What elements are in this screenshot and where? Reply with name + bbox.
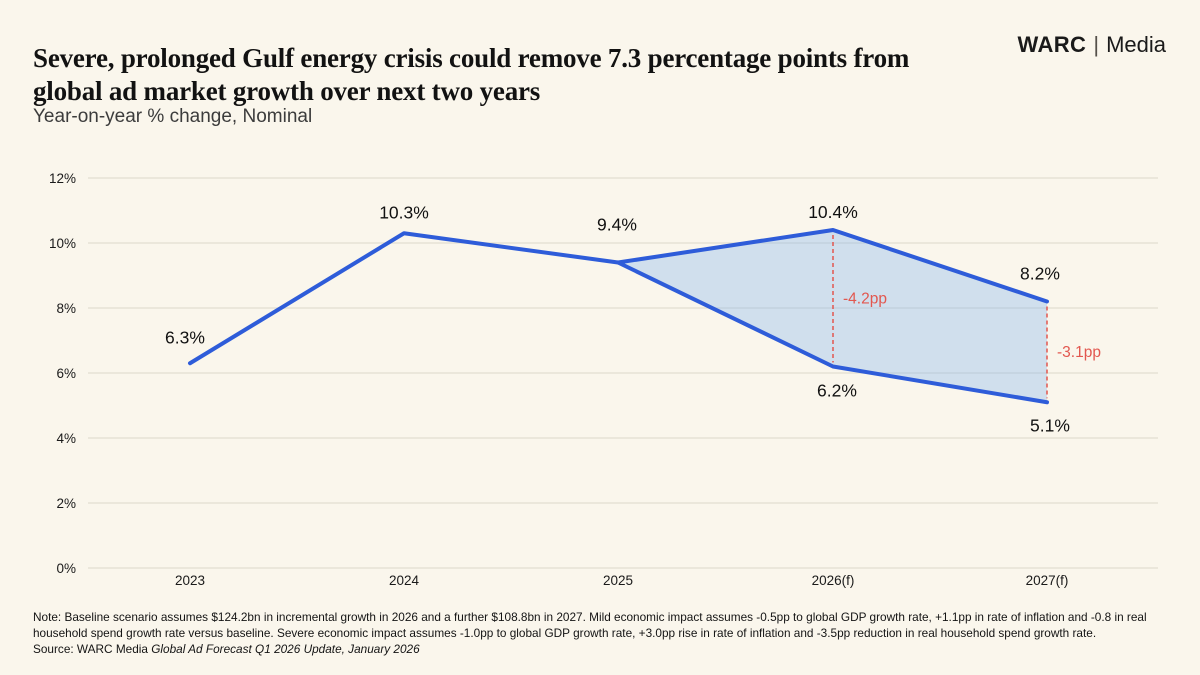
chart-footer: Note: Baseline scenario assumes $124.2bn… (33, 610, 1173, 658)
brand-suffix: Media (1106, 32, 1166, 57)
warc-media-logo: WARC | Media (1018, 32, 1166, 58)
y-axis-tick-label: 0% (56, 561, 76, 576)
chart-subtitle: Year-on-year % change, Nominal (33, 106, 313, 127)
data-point-label: 8.2% (1020, 264, 1060, 284)
data-point-label: 9.4% (597, 215, 637, 235)
diff-label: -4.2pp (843, 290, 887, 307)
x-axis-tick-label: 2027(f) (1026, 573, 1069, 588)
data-point-label: 10.4% (808, 202, 858, 222)
data-point-label: 10.3% (379, 202, 429, 222)
diff-label: -3.1pp (1057, 344, 1101, 361)
source-prefix: Source: WARC Media (33, 642, 152, 657)
y-axis-tick-label: 4% (56, 431, 76, 446)
x-axis-tick-label: 2025 (603, 573, 633, 588)
severe-impact-scenario-line (616, 260, 1049, 405)
y-axis-tick-label: 10% (49, 236, 76, 251)
scenario-gap-area (618, 230, 1047, 403)
data-point-label: 6.2% (817, 381, 857, 401)
y-axis-tick-label: 12% (49, 171, 76, 186)
data-point-label: 6.3% (165, 327, 205, 347)
x-axis-tick-label: 2024 (389, 573, 420, 588)
source-publication: Global Ad Forecast Q1 2026 Update, Janua… (151, 642, 420, 657)
x-axis-tick-label: 2026(f) (812, 573, 855, 588)
y-axis-tick-label: 6% (56, 366, 76, 381)
data-point-label: 5.1% (1030, 415, 1070, 435)
page-title: Severe, prolonged Gulf energy crisis cou… (33, 43, 910, 107)
y-axis-tick-label: 2% (56, 496, 76, 511)
y-axis-tick-label: 8% (56, 301, 76, 316)
x-axis-tick-label: 2023 (175, 573, 205, 588)
brand-divider: | (1093, 32, 1100, 57)
chart-note: Note: Baseline scenario assumes $124.2bn… (33, 610, 1147, 640)
chart-source: Source: WARC Media Global Ad Forecast Q1… (33, 642, 1173, 658)
brand-name: WARC (1017, 32, 1087, 57)
